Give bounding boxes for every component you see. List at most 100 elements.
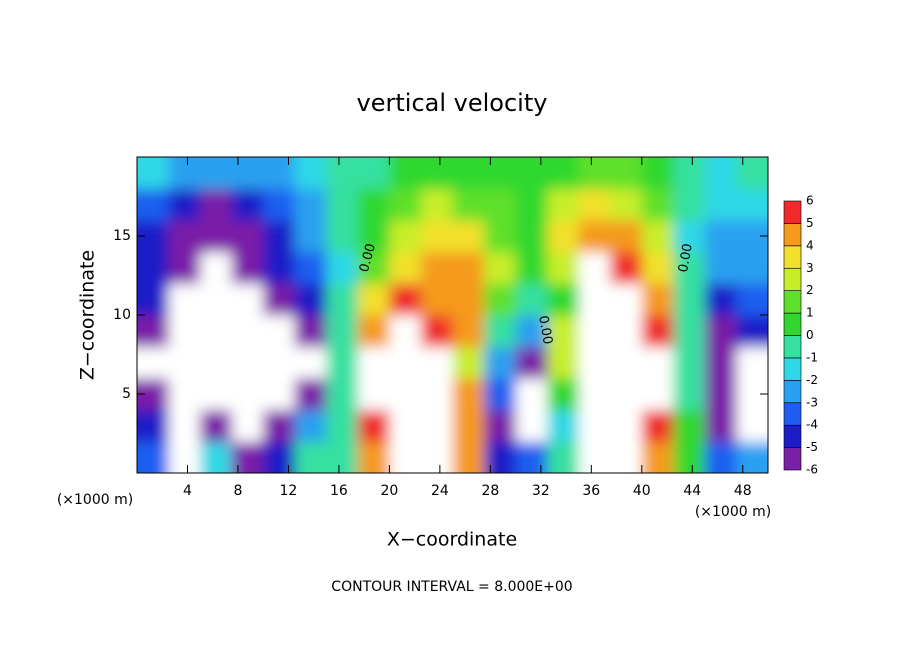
x-axis-label: X−coordinate [387,529,517,551]
field-cell [641,378,674,411]
field-cell [547,157,580,190]
field-cell [736,315,768,348]
field-cell [484,315,517,348]
field-cell [547,409,580,442]
field-cell [547,441,580,473]
field-cell [704,251,737,284]
field-cell [641,283,674,316]
field-cell [357,346,390,379]
field-cell [389,251,422,284]
field-cell [547,251,580,284]
field-cell [231,188,264,221]
field-cell [389,409,422,442]
field-cell [673,346,706,379]
field-cell [326,315,359,348]
field-cell [610,315,643,348]
field-cell [641,441,674,473]
field-cell [420,157,453,190]
field-cell [484,251,517,284]
field-cell [168,315,201,348]
field-cell [200,220,233,253]
x-tick-label: 28 [481,483,499,499]
field-cell [294,409,327,442]
field-cell [578,409,611,442]
colorbar-swatch [783,380,802,404]
field-cell [420,315,453,348]
field-cell [673,220,706,253]
x-tick-label: 12 [280,483,298,499]
field-cell [263,441,296,473]
field-cell [231,251,264,284]
colorbar-label: 0 [806,328,814,342]
field-cell [704,283,737,316]
x-tick-label: 24 [431,483,449,499]
field-cell [578,157,611,190]
field-cell [704,220,737,253]
x-tick-label: 40 [633,483,651,499]
field-cell [420,378,453,411]
cells [137,157,768,473]
field-cell [515,441,548,473]
field-cell [200,441,233,473]
field-cell [294,157,327,190]
field-cell [610,251,643,284]
field-cell [357,157,390,190]
field-cell [641,315,674,348]
field-cell [137,409,170,442]
field-cell [641,188,674,221]
field-cell [326,251,359,284]
field-cell [673,378,706,411]
colorbar-label: 3 [806,261,814,275]
field-cell [137,251,170,284]
field-cell [547,220,580,253]
field-cell [736,441,768,473]
field-cell [231,315,264,348]
colorbar-swatch [783,223,802,247]
colorbar-swatch [783,267,802,291]
x-tick-label: 32 [532,483,550,499]
field-cell [231,409,264,442]
field-cell [326,378,359,411]
field-cell [578,251,611,284]
field-cell [357,378,390,411]
colorbar-swatch [783,402,802,426]
field-cell [263,220,296,253]
colorbar-swatch [783,245,802,269]
field-cell [704,441,737,473]
field-cell [704,188,737,221]
field-cell [137,188,170,221]
field-cell [736,283,768,316]
x-tick-label: 4 [183,483,192,499]
field-cell [704,378,737,411]
field-cell [484,346,517,379]
field-cell [294,441,327,473]
field-cell [452,378,485,411]
field-cell [294,378,327,411]
field-cell [673,441,706,473]
field-cell [231,283,264,316]
field-cell [610,220,643,253]
field-cell [484,188,517,221]
field-cell [547,378,580,411]
field-cell [515,283,548,316]
field-cell [168,441,201,473]
field-cell [578,315,611,348]
field-cell [294,220,327,253]
field-cell [420,188,453,221]
field-cell [515,220,548,253]
field-cell [452,441,485,473]
y-tick-label: 5 [122,386,131,402]
y-tick-label: 10 [113,307,131,323]
field-cell [641,220,674,253]
field-cell [168,220,201,253]
x-tick-label: 8 [233,483,242,499]
field-cell [578,346,611,379]
field-cell [704,346,737,379]
field-cell [452,157,485,190]
field-cell [263,409,296,442]
field-cell [578,441,611,473]
field-cell [200,409,233,442]
field-cell [294,346,327,379]
field-cell [610,346,643,379]
